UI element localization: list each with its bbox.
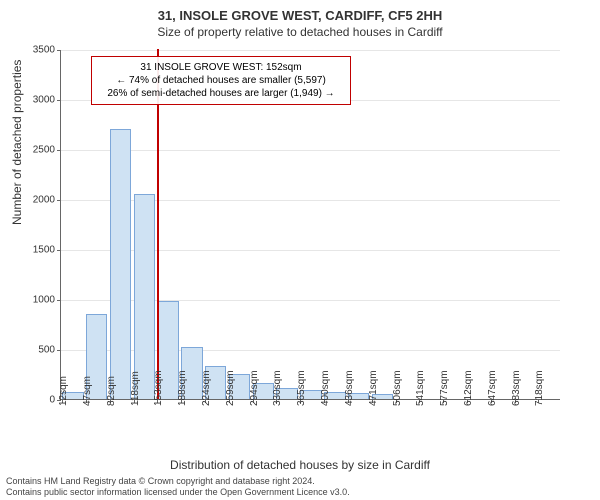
y-tick-label: 0	[0, 395, 55, 406]
x-axis-label: Distribution of detached houses by size …	[0, 458, 600, 472]
y-tick-mark	[57, 100, 61, 101]
y-tick-label: 3500	[0, 45, 55, 56]
annotation-box: 31 INSOLE GROVE WEST: 152sqm← 74% of det…	[91, 56, 351, 105]
histogram-chart: 31, INSOLE GROVE WEST, CARDIFF, CF5 2HH …	[0, 0, 600, 500]
y-tick-mark	[57, 300, 61, 301]
footer-line-1: Contains HM Land Registry data © Crown c…	[6, 476, 350, 487]
y-tick-label: 1500	[0, 245, 55, 256]
chart-title: 31, INSOLE GROVE WEST, CARDIFF, CF5 2HH	[0, 0, 600, 23]
y-tick-mark	[57, 350, 61, 351]
annotation-line: ← 74% of detached houses are smaller (5,…	[98, 74, 344, 87]
y-tick-label: 500	[0, 345, 55, 356]
y-tick-label: 2000	[0, 195, 55, 206]
y-tick-mark	[57, 50, 61, 51]
plot-area: 31 INSOLE GROVE WEST: 152sqm← 74% of det…	[60, 50, 560, 400]
annotation-line: 31 INSOLE GROVE WEST: 152sqm	[98, 61, 344, 74]
y-tick-label: 1000	[0, 295, 55, 306]
histogram-bar	[110, 129, 131, 399]
y-tick-mark	[57, 150, 61, 151]
grid-line	[61, 150, 560, 151]
y-tick-label: 2500	[0, 145, 55, 156]
y-tick-label: 3000	[0, 95, 55, 106]
footer-line-2: Contains public sector information licen…	[6, 487, 350, 498]
y-tick-mark	[57, 250, 61, 251]
histogram-bar	[134, 194, 155, 399]
y-tick-mark	[57, 200, 61, 201]
annotation-line: 26% of semi-detached houses are larger (…	[98, 87, 344, 100]
grid-line	[61, 50, 560, 51]
footer-text: Contains HM Land Registry data © Crown c…	[6, 476, 350, 498]
chart-subtitle: Size of property relative to detached ho…	[0, 23, 600, 39]
plot-inner: 31 INSOLE GROVE WEST: 152sqm← 74% of det…	[60, 50, 560, 400]
